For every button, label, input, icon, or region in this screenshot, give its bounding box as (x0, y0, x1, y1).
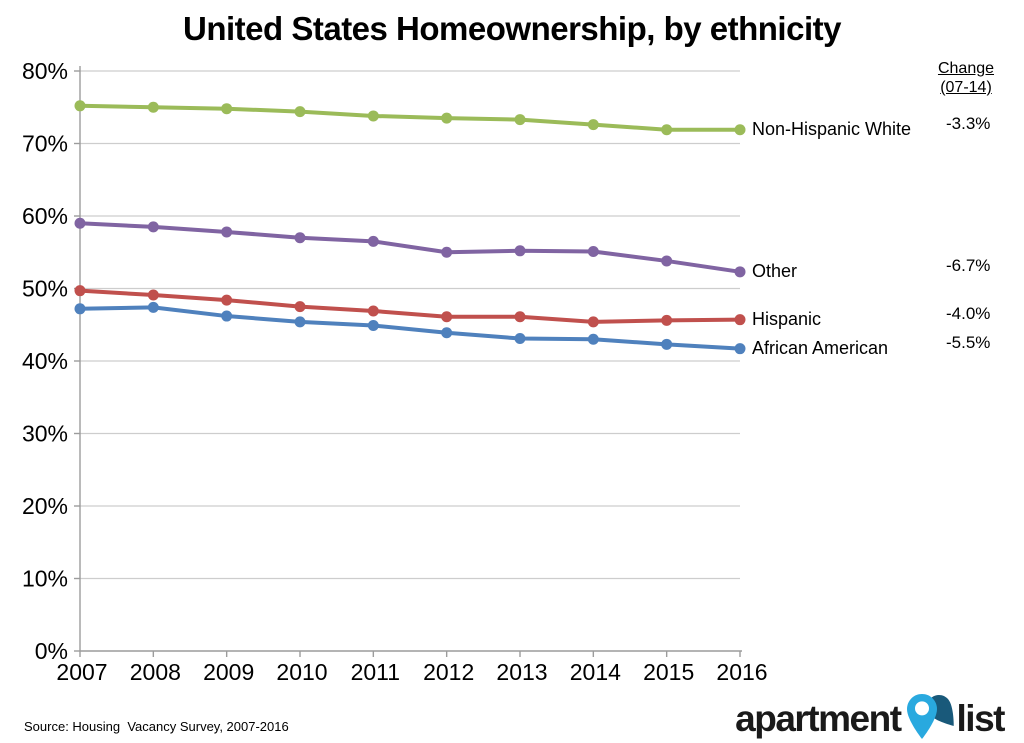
data-point (221, 103, 233, 115)
data-point (221, 310, 233, 322)
data-point (294, 301, 306, 313)
data-point (514, 333, 526, 345)
series-non-hispanic-white (74, 100, 746, 136)
y-tick-label: 40% (22, 348, 68, 374)
y-tick-label: 70% (22, 131, 68, 157)
data-point (661, 314, 673, 326)
data-point (147, 221, 159, 233)
change-value-hispanic: -4.0% (946, 303, 991, 323)
x-tick-label: 2009 (203, 659, 254, 685)
data-point (294, 106, 306, 118)
x-tick-label: 2010 (276, 659, 327, 685)
y-tick-label: 60% (22, 203, 68, 229)
series-label-hispanic: Hispanic (752, 308, 822, 329)
pin-hole (914, 701, 929, 716)
data-point (661, 124, 673, 136)
data-point (587, 316, 599, 328)
logo-text-list: list (956, 698, 1006, 739)
chart-title: United States Homeownership, by ethnicit… (183, 10, 841, 47)
data-point (294, 316, 306, 328)
data-point (367, 305, 379, 317)
pin-front-shape (906, 694, 937, 739)
series-hispanic (74, 285, 746, 328)
data-point (441, 327, 453, 339)
series-label-other: Other (752, 260, 798, 281)
source-note: Source: Housing Vacancy Survey, 2007-201… (24, 719, 289, 734)
apartment-list-logo: apartment list (735, 692, 1006, 743)
x-tick-label: 2007 (56, 659, 107, 685)
data-point (74, 100, 86, 112)
change-header-line1: Change (937, 60, 995, 77)
y-tick-label: 80% (22, 58, 68, 84)
x-tick-label: 2014 (570, 659, 621, 685)
change-value-african-american: -5.5% (946, 332, 991, 352)
x-tick-label: 2008 (130, 659, 181, 685)
data-point (294, 232, 306, 244)
data-point (74, 217, 86, 229)
data-point (514, 311, 526, 323)
data-point (734, 124, 746, 136)
x-tick-label: 2015 (643, 659, 694, 685)
data-point (74, 285, 86, 297)
data-point (587, 246, 599, 258)
change-value-non-hispanic-white: -3.3% (946, 113, 991, 133)
location-pin-icon (906, 694, 954, 739)
change-header-line2: (07-14) (940, 79, 992, 96)
data-point (514, 114, 526, 126)
data-point (221, 226, 233, 238)
data-point (367, 319, 379, 331)
data-point (514, 245, 526, 257)
y-tick-label: 30% (22, 421, 68, 447)
data-point (367, 235, 379, 247)
data-point (441, 311, 453, 323)
y-tick-label: 0% (35, 638, 68, 664)
data-point (74, 303, 86, 315)
data-point (367, 110, 379, 122)
logo-text-apartment: apartment (735, 698, 902, 739)
x-tick-label: 2011 (351, 659, 400, 685)
data-point (661, 255, 673, 267)
data-point (441, 112, 453, 124)
data-point (734, 266, 746, 278)
data-point (441, 246, 453, 258)
x-tick-label: 2013 (496, 659, 547, 685)
series-other (74, 217, 746, 278)
x-tick-label: 2016 (716, 659, 767, 685)
data-point (221, 294, 233, 306)
change-column-header: Change (07-14) (918, 59, 1014, 97)
data-point (147, 301, 159, 313)
data-point (661, 338, 673, 350)
data-point (734, 343, 746, 355)
change-value-other: -6.7% (946, 255, 991, 275)
y-tick-label: 50% (22, 276, 68, 302)
data-point (587, 119, 599, 131)
x-tick-label: 2012 (423, 659, 474, 685)
series-label-african-american: African American (752, 337, 889, 358)
data-point (147, 101, 159, 113)
y-tick-label: 10% (22, 566, 68, 592)
series-label-non-hispanic-white: Non-Hispanic White (752, 118, 912, 139)
y-tick-label: 20% (22, 493, 68, 519)
data-point (147, 289, 159, 301)
series-african-american (74, 301, 746, 355)
data-point (734, 314, 746, 326)
data-point (587, 333, 599, 345)
